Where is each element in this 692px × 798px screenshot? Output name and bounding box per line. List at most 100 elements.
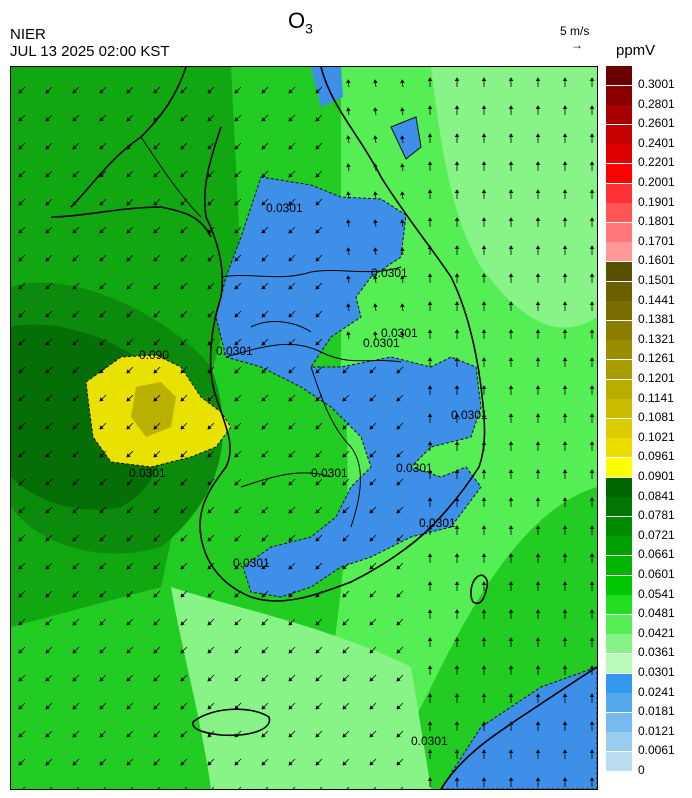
contour-label: 0.0301 xyxy=(451,408,488,422)
wind-arrow-head xyxy=(18,593,23,598)
wind-arrow-head xyxy=(99,229,104,234)
wind-arrow-head xyxy=(18,145,23,150)
wind-arrow-head xyxy=(396,733,401,738)
wind-arrow-head xyxy=(207,649,212,654)
legend-swatch xyxy=(606,654,632,673)
wind-arrow-head xyxy=(535,245,541,249)
wind-arrow-head xyxy=(99,565,104,570)
wind-arrow-head xyxy=(45,705,50,710)
legend-swatch xyxy=(606,634,632,654)
wind-arrow-head xyxy=(400,107,405,112)
wind-arrow-head xyxy=(288,509,293,514)
wind-arrow-head xyxy=(234,313,239,318)
wind-arrow-head xyxy=(72,257,77,262)
legend-swatch xyxy=(606,320,632,340)
wind-arrow-head xyxy=(207,761,212,766)
legend-swatch xyxy=(606,85,632,105)
wind-arrow-head xyxy=(261,313,266,318)
wind-arrow-head xyxy=(454,357,460,361)
wind-arrow-head xyxy=(288,173,293,178)
wind-arrow-head xyxy=(589,217,595,221)
wind-arrow-head xyxy=(454,553,460,557)
wind-arrow-head xyxy=(72,173,77,178)
wind-arrow-head xyxy=(454,385,460,389)
wind-arrow-head xyxy=(481,497,487,501)
wind-arrow-head xyxy=(342,733,347,738)
wind-arrow-head xyxy=(315,257,320,262)
wind-arrow-head xyxy=(369,453,374,458)
wind-arrow-head xyxy=(72,341,77,346)
wind-arrow-head xyxy=(508,161,514,165)
wind-arrow-head xyxy=(288,481,293,486)
wind-arrow-head xyxy=(508,357,514,361)
wind-arrow-head xyxy=(72,369,77,374)
wind-arrow-head xyxy=(153,705,158,710)
agency-label: NIER xyxy=(10,26,46,43)
wind-arrow-head xyxy=(427,637,433,641)
wind-arrow-head xyxy=(180,677,185,682)
wind-arrow-head xyxy=(427,721,433,725)
contour-label: 0.0301 xyxy=(311,466,348,480)
ulleung-island xyxy=(470,574,489,605)
wind-arrow-head xyxy=(45,285,50,290)
wind-arrow-head xyxy=(454,693,460,697)
wind-arrow-head xyxy=(562,553,568,557)
wind-arrow-head xyxy=(180,229,185,234)
wind-arrow-head xyxy=(481,385,487,389)
wind-arrow-head xyxy=(207,481,212,486)
wind-arrow-head xyxy=(562,133,568,137)
low-ozone-region-southeast xyxy=(440,666,597,789)
wind-arrow-head xyxy=(72,117,77,122)
legend-label: 0 xyxy=(638,763,645,777)
legend-label: 0.2401 xyxy=(638,135,675,150)
wind-arrow-head xyxy=(261,173,266,178)
wind-arrow-head xyxy=(562,777,568,781)
wind-arrow-head xyxy=(234,481,239,486)
wind-arrow-head xyxy=(346,331,351,336)
wind-arrow-head xyxy=(315,677,320,682)
wind-arrow-head xyxy=(45,89,50,94)
wind-arrow-head xyxy=(481,413,487,417)
border-1 xyxy=(220,266,402,278)
wind-arrow-head xyxy=(342,453,347,458)
legend-label: 0.0121 xyxy=(638,723,675,738)
wind-arrow xyxy=(238,786,242,789)
wind-arrow-head xyxy=(481,637,487,641)
wind-arrow-head xyxy=(342,537,347,542)
legend-label: 0.3001 xyxy=(638,77,675,91)
wind-arrow-head xyxy=(207,117,212,122)
contour-labels: 0.0301 0.0301 0.0301 0.0301 0.0301 0.030… xyxy=(129,201,488,748)
wind-arrow-head xyxy=(589,721,595,725)
high-ozone-core xyxy=(131,382,176,437)
wind-arrow-head xyxy=(342,649,347,654)
contour-label: 0.0301 xyxy=(266,201,303,215)
wind-arrow-head xyxy=(126,649,131,654)
map-canvas: 0.0301 0.0301 0.0301 0.0301 0.0301 0.030… xyxy=(11,67,597,789)
wind-arrow-head xyxy=(18,257,23,262)
legend-label: 0.0901 xyxy=(638,469,675,483)
wind-arrow-head xyxy=(180,537,185,542)
wind-arrow-head xyxy=(315,733,320,738)
legend-label: 0.2601 xyxy=(638,116,675,131)
legend-label: 0.0181 xyxy=(638,704,675,719)
west-coastline xyxy=(50,206,212,238)
wind-arrow-head xyxy=(481,553,487,557)
wind-arrow-head xyxy=(153,593,158,598)
legend-swatch xyxy=(606,222,632,242)
wind-arrow-head xyxy=(99,201,104,206)
wind-arrow-head xyxy=(369,649,374,654)
wind-arrow-head xyxy=(562,693,568,697)
contour-label: 0.0301 xyxy=(381,326,418,340)
wind-arrow-head xyxy=(562,665,568,669)
wind-arrow-head xyxy=(454,77,460,81)
wind-arrow-head xyxy=(261,117,266,122)
wind-arrow-head xyxy=(369,621,374,626)
wind-arrow-head xyxy=(72,705,77,710)
wind-arrow-head xyxy=(153,145,158,150)
wind-arrow-head xyxy=(508,581,514,585)
wind-arrow-head xyxy=(481,609,487,613)
wind-arrow-head xyxy=(261,593,266,598)
japan-coastline xyxy=(440,666,597,789)
wind-arrow xyxy=(76,786,80,789)
legend-swatch xyxy=(606,281,632,301)
